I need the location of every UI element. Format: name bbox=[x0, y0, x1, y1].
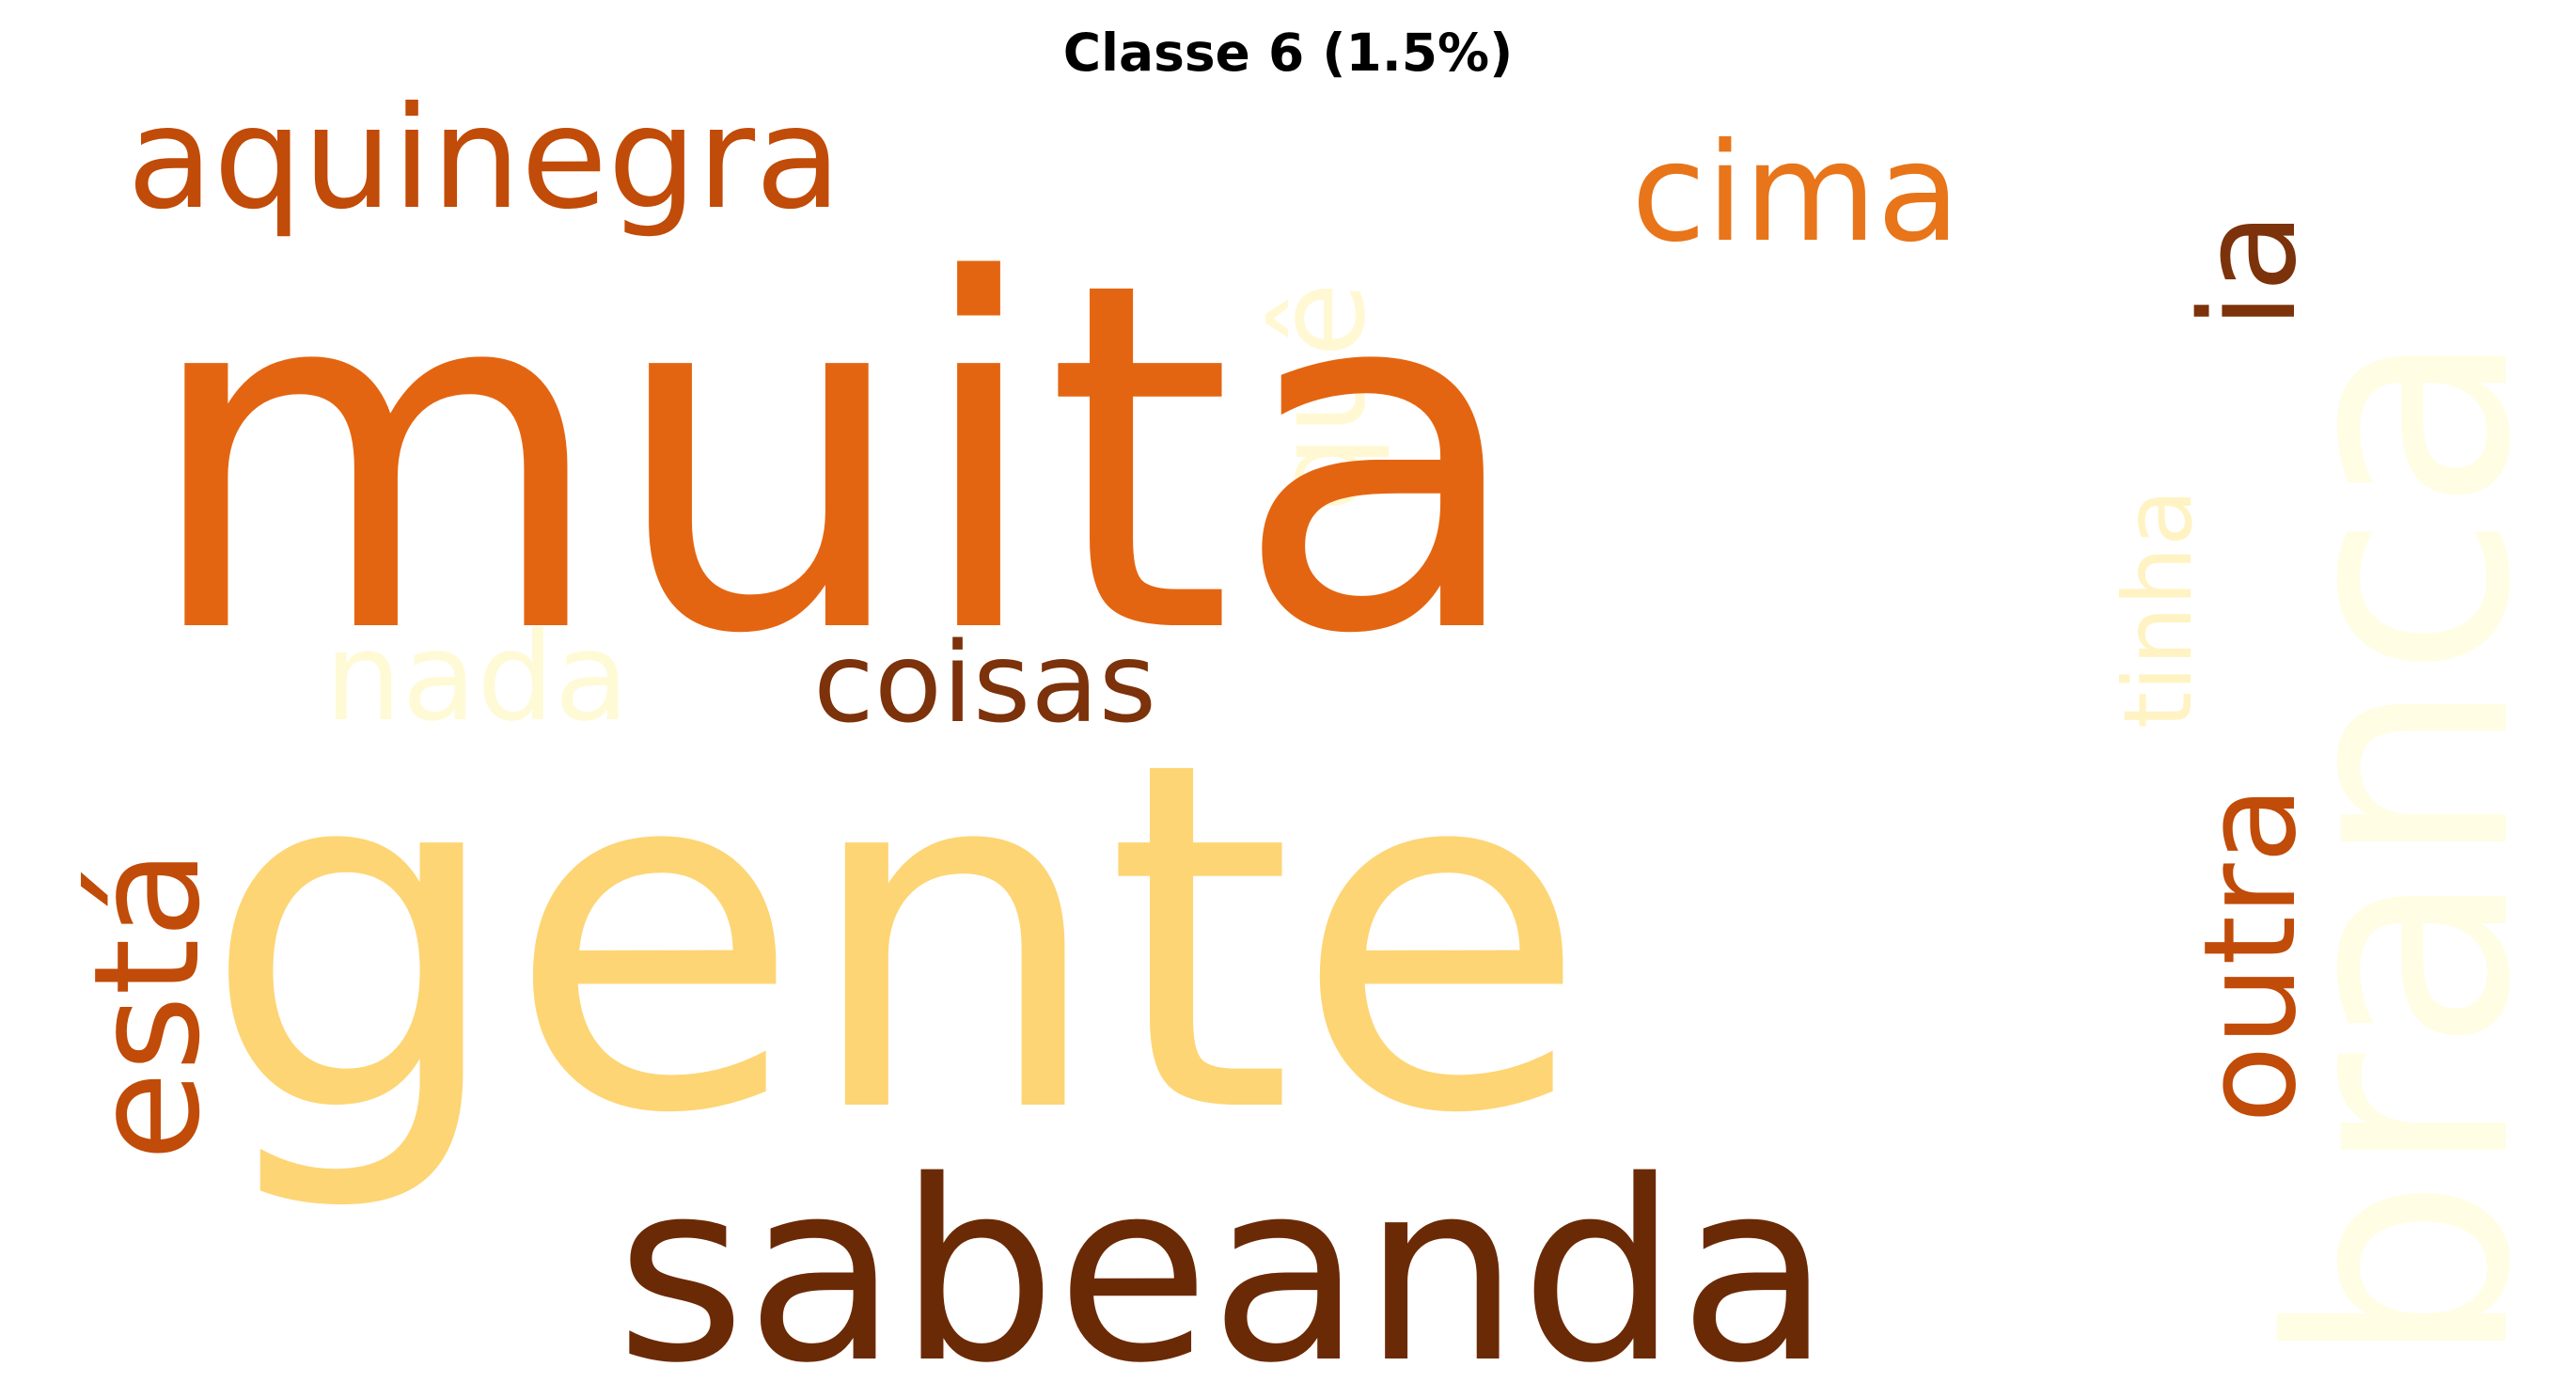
word-esta: está bbox=[62, 849, 232, 1161]
word-gente: gente bbox=[202, 661, 1588, 1218]
word-branca: branca bbox=[2227, 328, 2576, 1368]
word-outra: outra bbox=[2176, 786, 2324, 1123]
chart-title: Classe 6 (1.5%) bbox=[1063, 23, 1513, 83]
word-muita: muita bbox=[141, 181, 1527, 739]
word-nada: nada bbox=[324, 605, 629, 748]
word-que: quê bbox=[1249, 282, 1392, 512]
word-ia: ia bbox=[2173, 212, 2326, 329]
word-coisas: coisas bbox=[813, 618, 1156, 747]
word-aquinegra: aquinegra bbox=[127, 77, 841, 241]
word-sabeanda: sabeanda bbox=[616, 1128, 1831, 1382]
word-tinha: tinha bbox=[2103, 489, 2213, 729]
word-cima: cima bbox=[1631, 114, 1960, 273]
